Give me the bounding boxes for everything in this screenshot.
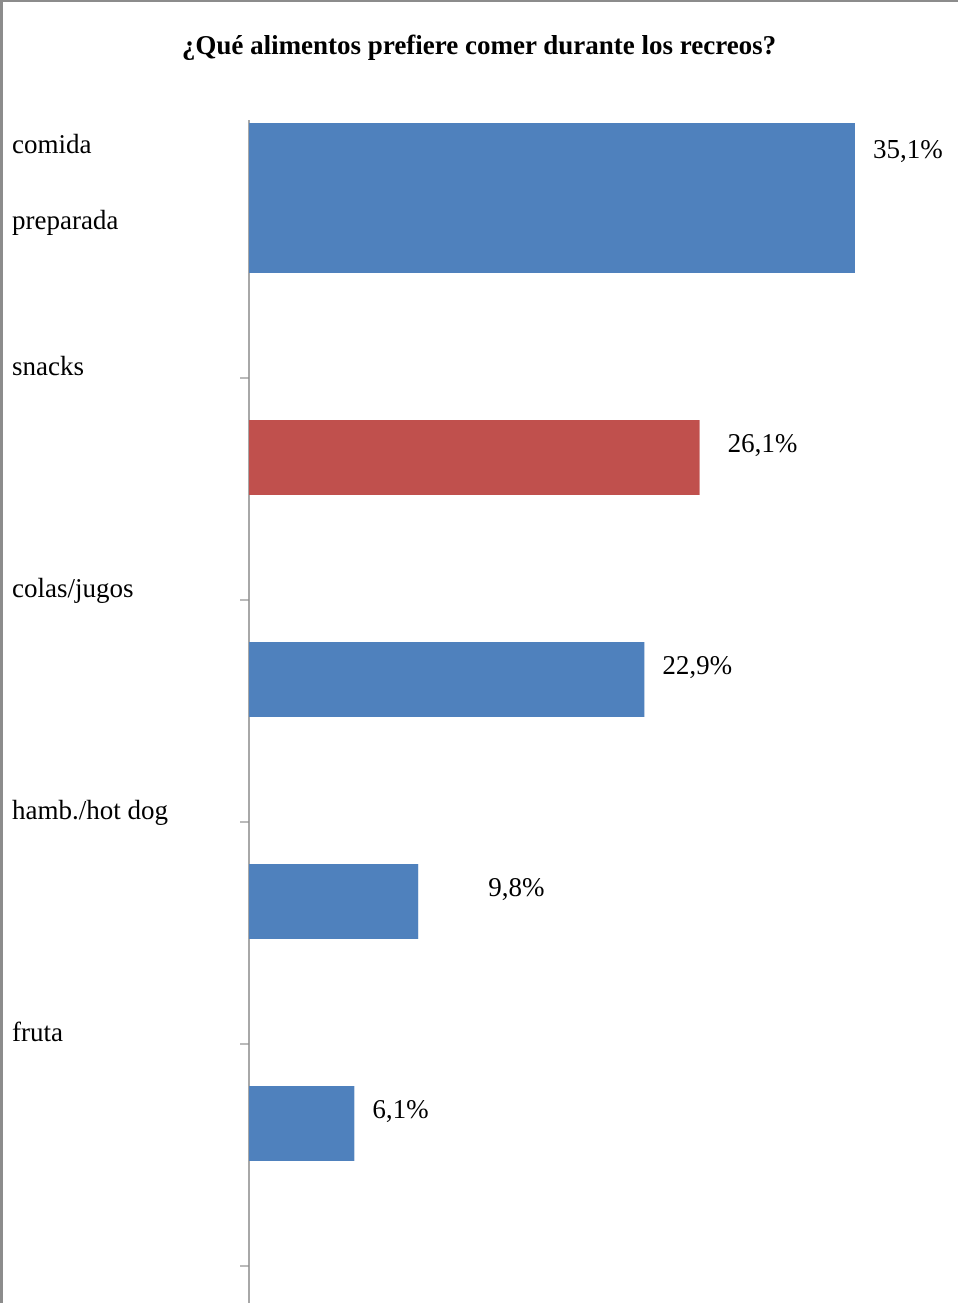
data-label: 22,9% [662, 650, 732, 680]
category-label: preparada [12, 205, 118, 235]
category-label: hamb./hot dog [12, 795, 168, 825]
bar [249, 420, 700, 495]
bar [249, 642, 645, 717]
category-label: colas/jugos [12, 573, 134, 603]
chart-title: ¿Qué alimentos prefiere comer durante lo… [181, 30, 777, 60]
category-label: comida [12, 129, 91, 159]
data-label: 6,1% [372, 1094, 428, 1124]
category-label: fruta [12, 1017, 63, 1047]
bar [249, 1086, 355, 1161]
data-label: 9,8% [488, 872, 544, 902]
data-label: 35,1% [873, 134, 943, 164]
category-label: snacks [12, 351, 84, 381]
bar [249, 123, 855, 273]
data-label: 26,1% [728, 428, 798, 458]
bar [249, 864, 419, 939]
